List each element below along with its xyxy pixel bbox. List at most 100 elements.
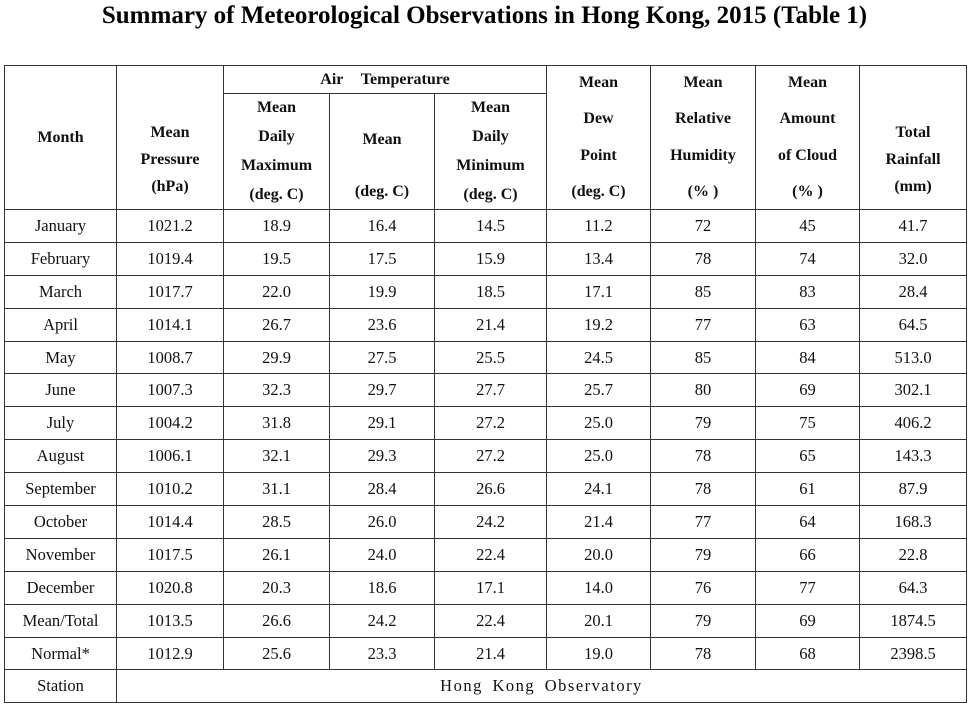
station-value: Hong Kong Observatory [116, 669, 967, 704]
cell-min: 18.5 [434, 274, 547, 309]
header-dew-line3: Point [580, 146, 617, 164]
cell-min: 27.2 [434, 439, 547, 474]
header-rainfall-line2: Rainfall [885, 150, 941, 168]
cell-min: 22.4 [434, 603, 547, 638]
cell-month: April [4, 307, 117, 342]
header-mean-temp-line2: (deg. C) [354, 182, 410, 200]
header-air-temperature: Air Temperature [223, 65, 547, 94]
cell-month: September [4, 472, 117, 507]
cell-min: 15.9 [434, 241, 547, 276]
cell-dew-point: 24.5 [546, 340, 651, 375]
cell-rainfall: 32.0 [859, 241, 967, 276]
cell-month: July [4, 406, 117, 441]
cell-humidity: 79 [650, 406, 756, 441]
header-pressure-line3: (hPa) [151, 177, 189, 195]
page-title: Summary of Meteorological Observations i… [101, 2, 868, 29]
table-row: June 1007.3 32.3 29.7 27.7 25.7 80 69 302.1 [4, 373, 967, 408]
header-cloud-line1: Mean [787, 73, 828, 91]
cell-pressure: 1004.2 [116, 406, 224, 441]
cell-pressure: 1021.2 [116, 209, 224, 243]
header-pressure: Mean Pressure (hPa) [116, 65, 224, 210]
cell-pressure: 1014.4 [116, 505, 224, 539]
table-body: January 1021.2 18.9 16.4 14.5 11.2 72 45 41.7 Feb… [4, 209, 967, 671]
table-row: Normal* 1012.9 25.6 23.3 21.4 19.0 78 68 2398.5 [4, 636, 967, 671]
cell-max: 19.5 [223, 241, 330, 276]
cell-max: 20.3 [223, 570, 330, 605]
cell-min: 24.2 [434, 505, 547, 539]
cell-mean: 17.5 [329, 241, 435, 276]
header-dew-line4: (deg. C) [571, 183, 626, 201]
header-min-line1: Mean [470, 98, 511, 116]
cell-max: 31.1 [223, 472, 330, 507]
cell-humidity: 76 [650, 570, 756, 605]
header-pressure-line1: Mean [150, 123, 190, 141]
cell-dew-point: 25.0 [546, 439, 651, 474]
cell-max: 22.0 [223, 274, 330, 309]
cell-dew-point: 21.4 [546, 505, 651, 539]
header-dew-line2: Dew [583, 110, 614, 128]
cell-max: 26.1 [223, 537, 330, 572]
cell-rainfall: 87.9 [859, 472, 967, 507]
table-row: May 1008.7 29.9 27.5 25.5 24.5 85 84 513.0 [4, 340, 967, 375]
cell-cloud: 84 [755, 340, 860, 375]
cell-humidity: 80 [650, 373, 756, 408]
cell-mean: 24.0 [329, 537, 435, 572]
header-humidity-line2: Relative [675, 110, 731, 128]
cell-min: 22.4 [434, 537, 547, 572]
cell-dew-point: 24.1 [546, 472, 651, 507]
header-dew-line1: Mean [578, 73, 619, 91]
cell-month: Normal* [4, 636, 117, 671]
cell-dew-point: 19.0 [546, 636, 651, 671]
cell-mean: 28.4 [329, 472, 435, 507]
cell-mean: 23.6 [329, 307, 435, 342]
cell-max: 29.9 [223, 340, 330, 375]
cell-rainfall: 28.4 [859, 274, 967, 309]
cell-month: June [4, 373, 117, 408]
table-row: Mean/Total 1013.5 26.6 24.2 22.4 20.1 79 69 1874… [4, 603, 967, 638]
header-rainfall: Total Rainfall (mm) [859, 65, 967, 210]
header-max-line2: Daily [258, 127, 295, 145]
header-min-line3: Minimum [456, 157, 525, 175]
cell-pressure: 1013.5 [116, 603, 224, 638]
header-cloud-line4: (% ) [792, 183, 823, 201]
cell-humidity: 85 [650, 274, 756, 309]
cell-mean: 16.4 [329, 209, 435, 243]
cell-month: August [4, 439, 117, 474]
cell-cloud: 68 [755, 636, 860, 671]
table-header: Month Mean Pressure (hPa) Air Temperatur… [4, 65, 967, 210]
cell-cloud: 74 [755, 241, 860, 276]
cell-humidity: 78 [650, 472, 756, 507]
cell-rainfall: 168.3 [859, 505, 967, 539]
header-cloud-line3: of Cloud [777, 146, 838, 164]
cell-min: 14.5 [434, 209, 547, 243]
cell-max: 32.1 [223, 439, 330, 474]
cell-min: 26.6 [434, 472, 547, 507]
header-cloud-line2: Amount [779, 110, 836, 128]
cell-humidity: 78 [650, 439, 756, 474]
table-row: April 1014.1 26.7 23.6 21.4 19.2 77 63 64.5 [4, 307, 967, 342]
cell-max: 25.6 [223, 636, 330, 671]
cell-dew-point: 17.1 [546, 274, 651, 309]
cell-month: December [4, 570, 117, 605]
cell-mean: 23.3 [329, 636, 435, 671]
cell-min: 25.5 [434, 340, 547, 375]
cell-mean: 26.0 [329, 505, 435, 539]
table-row: January 1021.2 18.9 16.4 14.5 11.2 72 45 41.7 [4, 209, 967, 243]
station-label: Station [4, 669, 117, 704]
cell-humidity: 78 [650, 241, 756, 276]
cell-rainfall: 513.0 [859, 340, 967, 375]
cell-month: May [4, 340, 117, 375]
table-row: August 1006.1 32.1 29.3 27.2 25.0 78 65 143.3 [4, 439, 967, 474]
cell-pressure: 1007.3 [116, 373, 224, 408]
cell-humidity: 78 [650, 636, 756, 671]
cell-mean: 27.5 [329, 340, 435, 375]
cell-cloud: 65 [755, 439, 860, 474]
cell-max: 31.8 [223, 406, 330, 441]
cell-rainfall: 406.2 [859, 406, 967, 441]
table-row: July 1004.2 31.8 29.1 27.2 25.0 79 75 406.2 [4, 406, 967, 441]
header-rainfall-line3: (mm) [894, 177, 932, 195]
header-min-line2: Daily [472, 127, 509, 145]
cell-min: 21.4 [434, 636, 547, 671]
cell-max: 18.9 [223, 209, 330, 243]
table-row: November 1017.5 26.1 24.0 22.4 20.0 79 66 22.8 [4, 537, 967, 572]
